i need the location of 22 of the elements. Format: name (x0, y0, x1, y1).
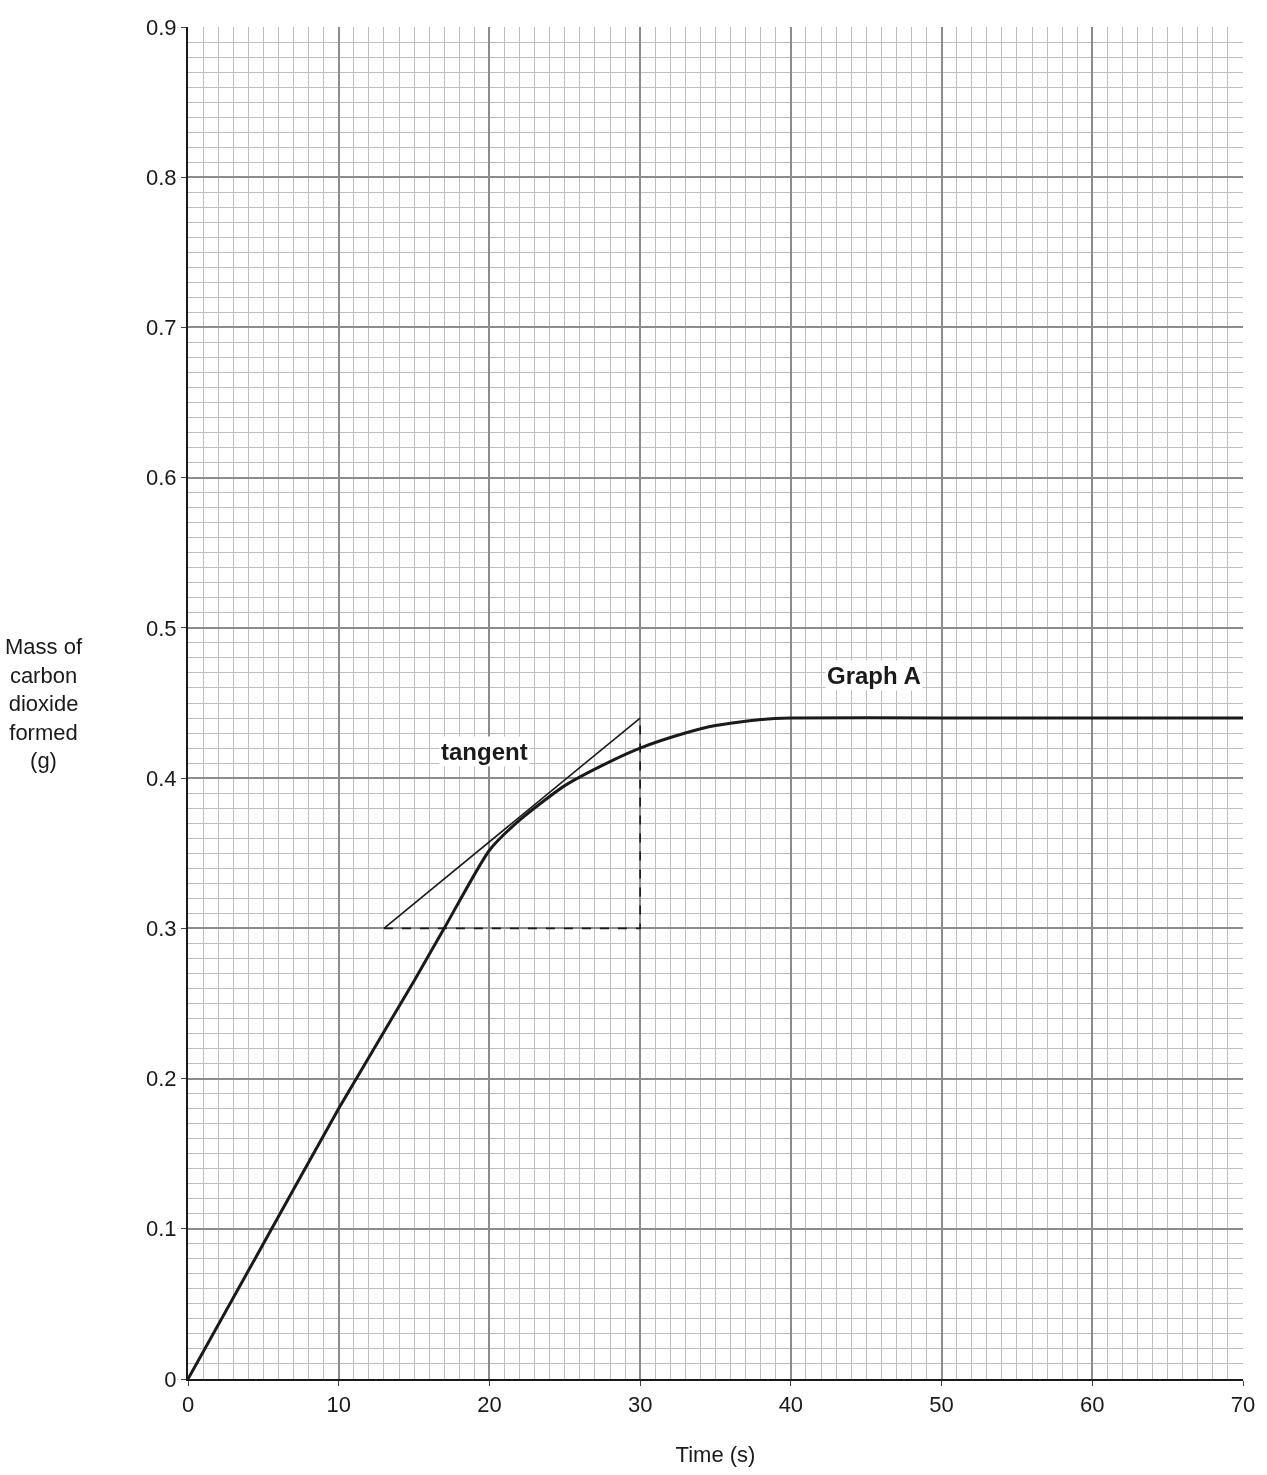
x-tick-label: 30 (627, 1392, 653, 1418)
y-tick-label: 0.5 (146, 615, 177, 641)
x-tick-label: 40 (778, 1392, 804, 1418)
y-tick-label: 0.2 (146, 1066, 177, 1092)
y-tick-label: 0.1 (146, 1216, 177, 1242)
x-tick-label: 50 (929, 1392, 954, 1418)
x-axis-title: Time (s) (675, 1441, 756, 1467)
x-tick-label: 70 (1230, 1392, 1256, 1418)
x-tick-label: 20 (477, 1392, 502, 1418)
annotation: Graph A (827, 662, 921, 689)
y-tick-label: 0.6 (146, 465, 177, 491)
x-tick-label: 10 (326, 1392, 351, 1418)
y-tick-label: 0.9 (146, 14, 177, 40)
y-tick-label: 0.7 (146, 315, 177, 341)
y-axis-title: Mass of carbon dioxide formed (g) (5, 634, 83, 774)
annotation: tangent (441, 738, 528, 765)
y-tick-label: 0 (164, 1366, 177, 1392)
y-tick-label: 0.3 (146, 916, 177, 942)
y-tick-label: 0.4 (146, 765, 177, 791)
y-tick-label: 0.8 (146, 164, 177, 190)
x-tick-label: 60 (1080, 1392, 1105, 1418)
x-tick-label: 0 (181, 1392, 195, 1418)
